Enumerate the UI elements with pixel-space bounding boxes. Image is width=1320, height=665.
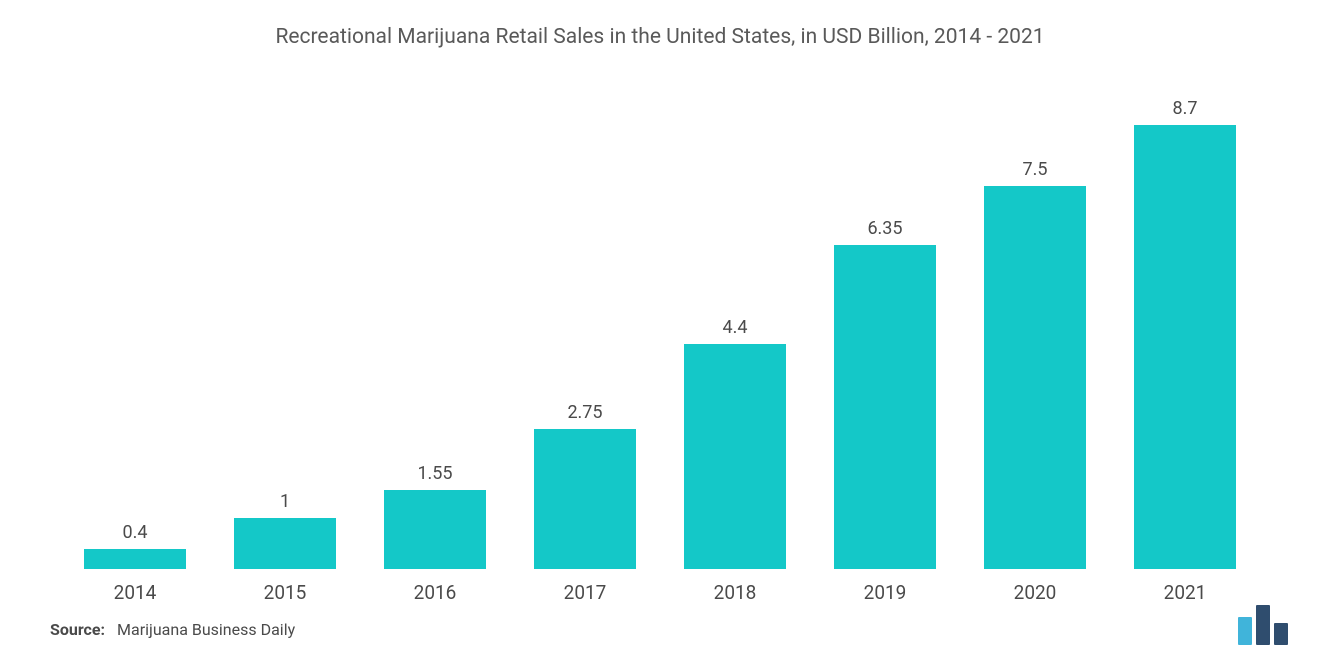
x-axis-label: 2016 — [360, 581, 510, 604]
bar — [234, 518, 336, 569]
bar-slot: 7.5 — [960, 89, 1110, 569]
bar-value-label: 4.4 — [723, 317, 748, 338]
source-footer: Source: Marijuana Business Daily — [50, 620, 295, 639]
bar — [84, 549, 186, 569]
bar-slot: 0.4 — [60, 89, 210, 569]
logo-bar-1 — [1238, 617, 1252, 645]
bar-slot: 4.4 — [660, 89, 810, 569]
bar — [1134, 125, 1236, 569]
bar-slot: 1.55 — [360, 89, 510, 569]
bar-slot: 8.7 — [1110, 89, 1260, 569]
bar-value-label: 1 — [280, 491, 290, 512]
bar-value-label: 8.7 — [1173, 98, 1198, 119]
chart-container: Recreational Marijuana Retail Sales in t… — [0, 0, 1320, 665]
bar-value-label: 7.5 — [1023, 159, 1048, 180]
x-axis-label: 2018 — [660, 581, 810, 604]
logo-bar-3 — [1274, 623, 1288, 645]
bar-value-label: 1.55 — [417, 463, 452, 484]
bar-group: 0.4 1 1.55 2.75 4.4 6.35 7.5 8.7 — [60, 89, 1260, 569]
source-text: Marijuana Business Daily — [117, 620, 295, 639]
chart-plot-area: 0.4 1 1.55 2.75 4.4 6.35 7.5 8.7 — [60, 89, 1260, 569]
source-label: Source: — [50, 620, 105, 639]
x-axis-label: 2020 — [960, 581, 1110, 604]
bar — [384, 490, 486, 569]
bar-value-label: 0.4 — [123, 522, 148, 543]
bar — [984, 186, 1086, 569]
bar-slot: 1 — [210, 89, 360, 569]
bar-slot: 2.75 — [510, 89, 660, 569]
x-axis-label: 2015 — [210, 581, 360, 604]
bar — [684, 344, 786, 569]
bar — [834, 245, 936, 569]
logo-bar-2 — [1256, 605, 1270, 645]
x-axis-label: 2014 — [60, 581, 210, 604]
bar-slot: 6.35 — [810, 89, 960, 569]
bar-value-label: 6.35 — [867, 218, 902, 239]
brand-logo — [1238, 605, 1288, 645]
x-axis: 20142015201620172018201920202021 — [60, 581, 1260, 604]
x-axis-label: 2021 — [1110, 581, 1260, 604]
chart-title: Recreational Marijuana Retail Sales in t… — [40, 25, 1280, 49]
bar — [534, 429, 636, 569]
x-axis-label: 2017 — [510, 581, 660, 604]
bar-value-label: 2.75 — [567, 402, 602, 423]
x-axis-label: 2019 — [810, 581, 960, 604]
